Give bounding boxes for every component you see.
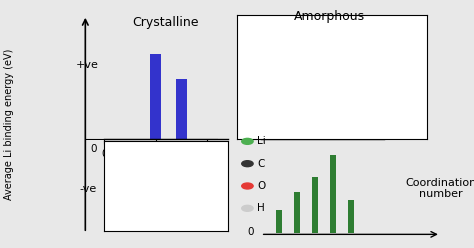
Text: Li: Li <box>257 136 265 146</box>
Text: 0: 0 <box>90 144 97 154</box>
Title: Crystalline: Crystalline <box>133 16 199 29</box>
Bar <box>294 192 300 233</box>
Text: 0: 0 <box>247 227 254 237</box>
Bar <box>150 54 162 139</box>
Text: -ve: -ve <box>79 185 96 194</box>
Text: Average Li binding energy (eV): Average Li binding energy (eV) <box>4 48 15 200</box>
Text: Coordination
number: Coordination number <box>405 178 474 199</box>
Text: C: C <box>257 159 264 169</box>
Bar <box>175 79 187 139</box>
Bar <box>348 200 355 233</box>
Bar <box>312 177 318 233</box>
Text: +ve: +ve <box>76 60 99 70</box>
Text: Amorphous: Amorphous <box>294 10 365 23</box>
Bar <box>330 155 337 233</box>
Text: H: H <box>257 203 264 213</box>
Text: O: O <box>257 181 265 191</box>
Bar <box>276 210 282 233</box>
